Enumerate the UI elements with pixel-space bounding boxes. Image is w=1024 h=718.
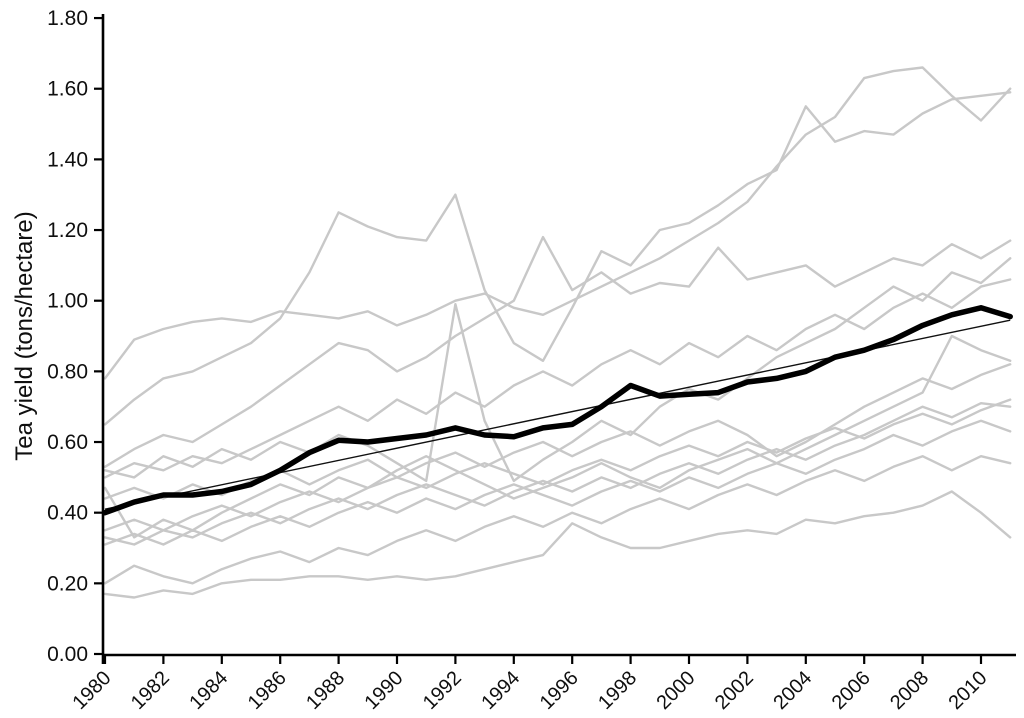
series-line-gray-series-4 (103, 257, 1012, 483)
y-tick-label: 0.20 (47, 572, 88, 595)
series-line-gray-series-3 (103, 235, 1012, 468)
y-tick-label: 0.00 (47, 643, 88, 666)
y-tick-label: 1.80 (47, 7, 88, 30)
y-tick-label: 0.80 (47, 360, 88, 383)
y-tick-label: 0.40 (47, 502, 88, 525)
series-line-gray-series-5 (103, 278, 1012, 479)
y-tick-label: 1.60 (47, 78, 88, 101)
series-line-gray-series-9 (103, 402, 1012, 546)
series-line-gray-series-12 (103, 490, 1012, 599)
y-tick-label: 1.00 (47, 290, 88, 313)
y-axis-title: Tea yield (tons/hectare) (11, 211, 38, 460)
y-tick-label: 1.40 (47, 148, 88, 171)
series-line-gray-series-6 (103, 334, 1012, 539)
y-tick-label: 1.20 (47, 219, 88, 242)
series-line-gray-series-2 (103, 91, 1012, 426)
series-line-gray-series-10 (103, 419, 1012, 546)
mean-line (102, 305, 1013, 516)
y-tick-label: 0.60 (47, 431, 88, 454)
series-line-gray-series-11 (103, 455, 1012, 585)
series-line-gray-series-1 (103, 66, 1012, 380)
